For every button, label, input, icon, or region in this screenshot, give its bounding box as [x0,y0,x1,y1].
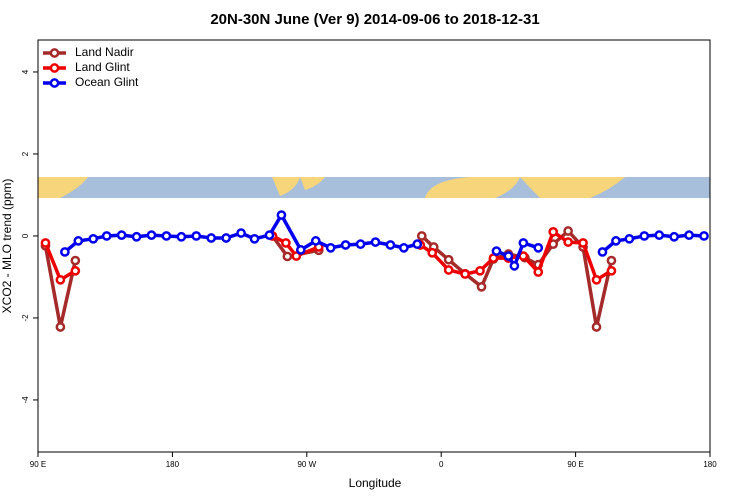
data-point [443,265,454,275]
data-point [249,233,260,244]
data-point [611,236,621,246]
map-strip [38,177,710,198]
y-tick-label: 4 [21,69,30,74]
data-point [699,231,709,241]
data-point [518,238,529,248]
legend-marker [49,78,60,88]
data-point [70,255,81,266]
plot-frame [37,39,711,453]
data-point [236,228,246,238]
data-point [476,281,487,292]
data-point [281,238,291,248]
data-point [443,254,454,265]
chart-title: 20N-30N June (Ver 9) 2014-09-06 to 2018-… [210,11,539,28]
data-point [55,274,66,285]
data-point [191,231,202,241]
data-point [221,233,232,243]
data-point [60,247,70,257]
data-point [370,237,381,247]
y-axis-label: XCO2 - MLO trend (ppm) [0,179,14,314]
data-point [606,265,617,276]
data-point [578,238,588,248]
data-point [399,242,409,253]
x-tick-label: 180 [703,460,717,469]
data-point [639,231,650,241]
data-point [533,242,544,253]
data-point [116,230,127,240]
data-point [684,230,694,240]
data-point [591,322,602,332]
data-point [509,261,520,271]
data-point [412,239,423,250]
data-point [206,233,217,243]
x-tick-label: 90 W [297,460,316,469]
legend-label: Land Glint [75,60,130,74]
legend-label: Land Nadir [75,45,134,59]
data-point [73,236,84,246]
data-point [460,269,470,279]
x-tick-label: 90 E [30,460,46,469]
data-point [503,251,514,261]
data-point [325,242,336,253]
data-point [264,230,275,240]
data-point [340,240,351,250]
data-point [563,237,573,247]
x-tick-label: 180 [166,460,180,469]
x-tick-label: 90 E [567,460,583,469]
data-point [548,227,559,237]
legend-marker [49,48,60,58]
data-point [669,231,680,242]
data-point [491,246,502,256]
legend-label: Ocean Glint [75,75,139,89]
data-point [385,240,396,250]
data-point [606,255,617,266]
legend-marker [49,63,60,73]
data-point [427,247,438,258]
data-point [101,231,112,241]
data-point [295,245,306,255]
data-point [355,239,366,250]
data-point [282,251,293,262]
data-point [176,231,187,242]
data-point [591,274,602,285]
data-point [276,210,287,220]
y-tick-label: 2 [21,151,30,156]
x-axis-label: Longitude [349,476,402,490]
data-point [533,267,544,277]
data-point [40,238,51,248]
data-point [310,236,321,246]
data-point [624,233,635,244]
data-point [475,265,485,276]
data-point [161,231,172,241]
data-point [88,233,99,244]
data-point [597,247,608,257]
data-point [563,226,573,236]
data-point [70,265,81,276]
x-tick-label: 0 [439,460,444,469]
data-point [146,230,157,240]
y-tick-label: -4 [21,396,30,404]
data-point [416,231,427,241]
data-point [291,251,302,261]
data-point [55,322,66,332]
data-point [654,230,665,240]
data-point [131,231,142,242]
y-tick-label: 0 [21,233,30,238]
y-tick-label: -2 [21,314,30,322]
